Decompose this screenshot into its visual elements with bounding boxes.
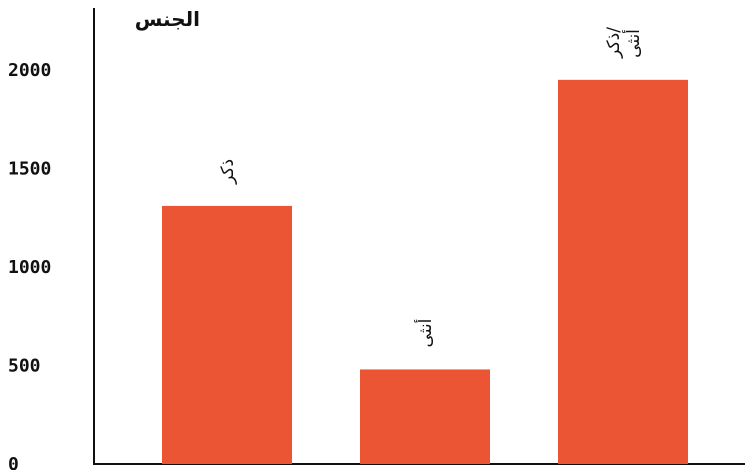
- bar-label: أنثى: [622, 29, 644, 58]
- bar-label: ذكر: [218, 159, 238, 185]
- bar-label: أنثى: [414, 319, 436, 348]
- y-tick-label: 1000: [8, 257, 51, 278]
- y-tick-label: 0: [8, 454, 19, 470]
- bar: [162, 205, 292, 464]
- y-tick-label: 1500: [8, 159, 51, 180]
- y-tick-label: 2000: [8, 60, 51, 81]
- bar: [360, 369, 490, 464]
- y-tick-label: 500: [8, 356, 41, 377]
- y-tick-labels: 0 500 1000 1500 2000: [8, 60, 51, 470]
- bar-label: ذكر/: [604, 27, 624, 59]
- chart-title: الجنس: [135, 7, 200, 31]
- bars: [162, 79, 688, 464]
- bar: [558, 79, 688, 464]
